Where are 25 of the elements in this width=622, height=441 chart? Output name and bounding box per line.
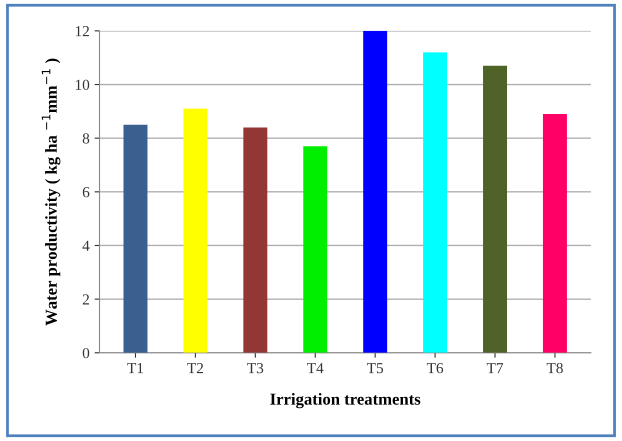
y-tick-label: 8: [82, 133, 90, 144]
y-tick-label: 6: [82, 187, 90, 198]
y-tick-label: 4: [82, 240, 90, 251]
x-tick-label: T5: [366, 363, 384, 374]
x-axis-title: Irrigation treatments: [270, 393, 420, 408]
bar: [363, 30, 388, 353]
y-tick-label: 0: [82, 348, 90, 358]
y-tick-label: 10: [76, 80, 90, 90]
bar: [303, 146, 328, 353]
bar: [183, 108, 208, 353]
y-tick-label: 12: [76, 26, 89, 36]
y-tick-label: 2: [82, 294, 89, 304]
x-tick-label: T4: [307, 363, 324, 374]
x-tick-label: T8: [546, 362, 563, 374]
bar: [123, 124, 148, 353]
bar: [423, 52, 448, 353]
bar: [483, 66, 508, 353]
bar: [243, 127, 268, 353]
y-axis-title: Water productivity ( kg ha $^{−1}$mm$^{−1}$ ): [42, 58, 60, 326]
x-tick-label: T6: [426, 363, 444, 374]
x-tick-label: T3: [247, 363, 264, 374]
x-tick-label: T2: [187, 363, 204, 374]
bar: [542, 114, 567, 353]
x-tick-label: T7: [486, 363, 504, 374]
x-tick-label: T1: [127, 363, 144, 374]
